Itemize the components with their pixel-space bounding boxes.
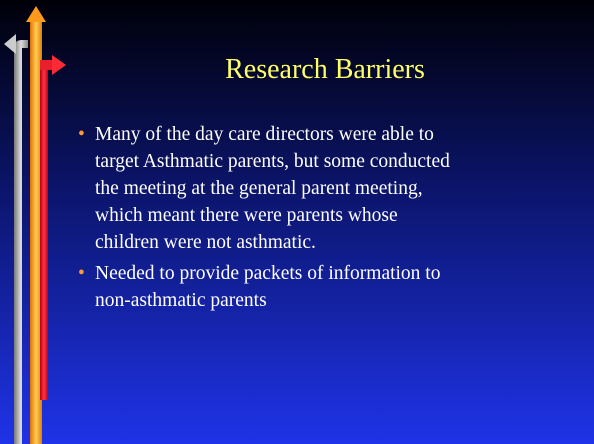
bullet-line: Many of the day care directors were able…: [95, 124, 434, 145]
bullet-dot: •: [78, 263, 85, 284]
red-arrowhead: [52, 55, 66, 75]
bullet-line: target Asthmatic parents, but some condu…: [95, 151, 450, 172]
orange-arrowhead: [26, 6, 46, 22]
red-bar: [40, 60, 48, 400]
red-arm: [40, 60, 54, 70]
gray-arrowhead: [4, 34, 16, 54]
orange-bar: [30, 20, 42, 444]
bullet-line: which meant there were parents whose: [95, 205, 398, 226]
bullet-line: Needed to provide packets of information…: [95, 263, 440, 284]
decoration: [4, 6, 66, 444]
bullet-line: non-asthmatic parents: [95, 290, 267, 311]
bullet-line: children were not asthmatic.: [95, 232, 316, 253]
bullet-line: the meeting at the general parent meetin…: [95, 178, 423, 199]
bullet-dot: •: [78, 124, 85, 145]
bullet-list: • Many of the day care directors were abl…: [78, 124, 450, 311]
slide-title: Research Barriers: [225, 54, 425, 85]
gray-bar: [14, 40, 28, 444]
